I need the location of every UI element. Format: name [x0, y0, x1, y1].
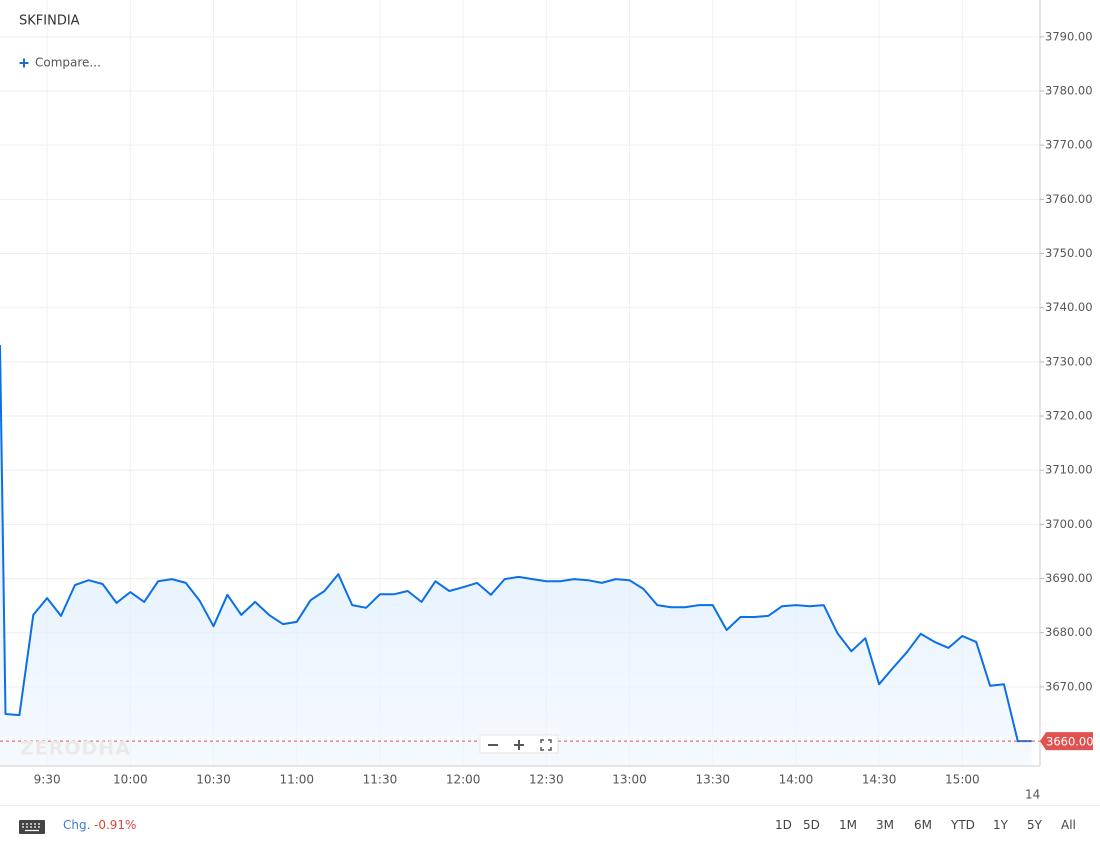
y-tick-label: 3700.00: [1045, 517, 1093, 531]
current-price-tag: [1040, 732, 1093, 751]
x-tick-label: 11:00: [279, 773, 314, 787]
x-tick-label: 11:30: [363, 773, 398, 787]
y-tick-label: 3790.00: [1045, 29, 1093, 43]
zoom-in[interactable]: [514, 740, 524, 750]
x-tick-label: 10:30: [196, 773, 231, 787]
plot-area: [0, 345, 1040, 766]
x-tick-label: 12:00: [446, 773, 481, 787]
chart: SKFINDIA Compare... ZERODHA 3670.00 3680.…: [0, 0, 1100, 806]
compare-label[interactable]: Compare...: [35, 56, 101, 70]
keyboard-icon[interactable]: [19, 820, 45, 834]
x-tick-label: 9:30: [34, 773, 61, 787]
y-tick-label: 3690.00: [1045, 571, 1093, 585]
y-tick-label: 3780.00: [1045, 84, 1093, 98]
y-tick-label: 3770.00: [1045, 138, 1093, 152]
y-tick-label: 3680.00: [1045, 625, 1093, 639]
y-tick-label: 3670.00: [1045, 679, 1093, 693]
x-tick-label: 12:30: [529, 773, 564, 787]
range-button[interactable]: 1D: [775, 818, 792, 832]
y-tick-label: 3710.00: [1045, 463, 1093, 477]
plus-icon: [19, 58, 29, 68]
x-tick-label: 13:00: [612, 773, 647, 787]
x-tick-label: 10:00: [113, 773, 148, 787]
x-tick-label: 14:30: [862, 773, 897, 787]
fullscreen[interactable]: [540, 739, 552, 751]
range-button[interactable]: 5Y: [1027, 818, 1042, 832]
change-label: Chg.: [63, 818, 91, 832]
y-tick-label: 3760.00: [1045, 192, 1093, 206]
x-tick-label: 13:30: [695, 773, 730, 787]
compare-button[interactable]: Compare...: [19, 56, 101, 70]
symbol-title: SKFINDIA: [19, 14, 80, 29]
x-tick-label: 14:00: [779, 773, 814, 787]
range-button[interactable]: 3M: [876, 818, 894, 832]
range-button[interactable]: 1M: [839, 818, 857, 832]
x-tick-label: 15:00: [945, 773, 980, 787]
range-button[interactable]: 1Y: [993, 818, 1008, 832]
y-tick-label: 3750.00: [1045, 246, 1093, 260]
watermark: ZERODHA: [20, 738, 131, 760]
y-tick-label: 3740.00: [1045, 300, 1093, 314]
current-price-label: 3660.00: [1046, 735, 1094, 749]
price-line: [0, 345, 1032, 743]
y-tick-label: 3720.00: [1045, 409, 1093, 423]
range-button[interactable]: 5D: [803, 818, 820, 832]
y-tick-label: 3730.00: [1045, 354, 1093, 368]
x-edge-label: 14: [1025, 788, 1040, 802]
range-button[interactable]: YTD: [951, 818, 975, 832]
area: [0, 345, 1032, 766]
range-button[interactable]: 6M: [914, 818, 932, 832]
zoom-controls: [479, 734, 559, 754]
range-button[interactable]: All: [1061, 818, 1076, 832]
change-value: -0.91%: [94, 818, 137, 832]
